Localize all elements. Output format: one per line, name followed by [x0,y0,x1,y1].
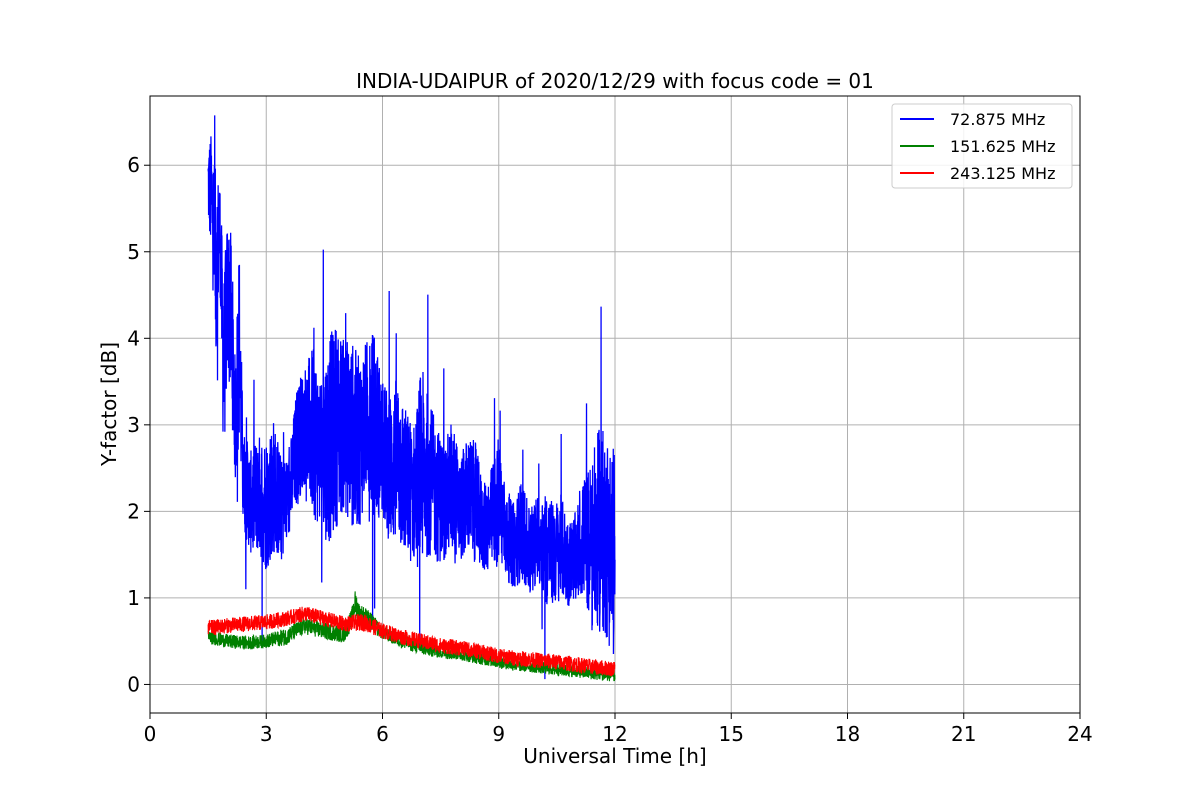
y-tick-label: 6 [127,153,140,177]
x-tick-label: 3 [260,722,273,746]
y-axis-label: Y-factor [dB] [97,342,121,467]
x-tick-label: 12 [602,722,627,746]
legend: 72.875 MHz 151.625 MHz 243.125 MHz [891,103,1073,189]
x-tick-label: 9 [492,722,505,746]
x-tick-label: 18 [835,722,860,746]
x-tick-label: 24 [1067,722,1092,746]
y-tick-label: 3 [127,413,140,437]
x-tick-label: 6 [376,722,389,746]
x-tick-label: 21 [951,722,976,746]
legend-entry: 151.625 MHz [950,137,1055,156]
y-tick-label: 5 [127,240,140,264]
series-layer [207,115,616,682]
y-tick-label: 0 [127,672,140,696]
legend-box [891,103,1073,189]
y-tick-label: 1 [127,586,140,610]
x-axis-label: Universal Time [h] [523,744,706,768]
y-tick-label: 2 [127,499,140,523]
chart-title: INDIA-UDAIPUR of 2020/12/29 with focus c… [356,69,874,93]
x-tick-label: 15 [719,722,744,746]
legend-entry: 72.875 MHz [950,110,1045,129]
x-tick-label: 0 [144,722,157,746]
y-tick-label: 4 [127,326,140,350]
legend-entry: 243.125 MHz [950,164,1055,183]
series-line [207,606,616,677]
grid [149,96,1081,713]
series-line [207,115,616,680]
